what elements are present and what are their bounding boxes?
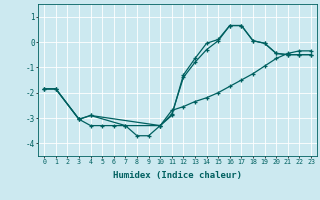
X-axis label: Humidex (Indice chaleur): Humidex (Indice chaleur)	[113, 171, 242, 180]
